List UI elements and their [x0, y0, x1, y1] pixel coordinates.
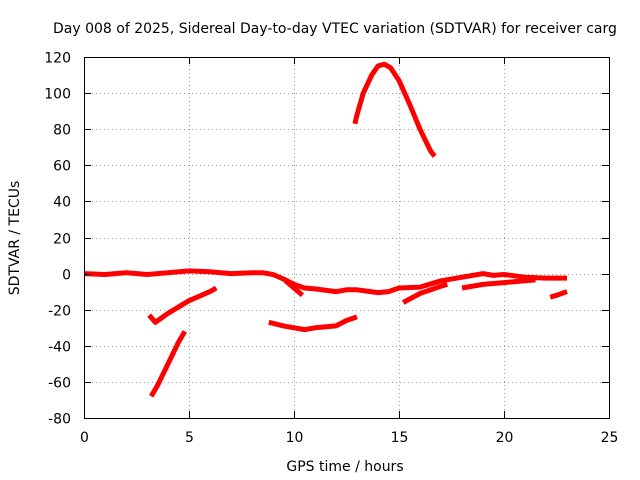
x-axis-label: GPS time / hours [286, 459, 403, 475]
series-line [268, 314, 358, 333]
data-series [83, 61, 568, 398]
y-axis-label: SDTVAR / TECUs [7, 181, 23, 296]
y-tick-label: -20 [48, 304, 71, 320]
series-line [402, 281, 448, 305]
y-tick-label: 60 [53, 159, 71, 175]
y-tick-label: -80 [48, 412, 71, 428]
series-line [461, 277, 536, 291]
x-tick-label: 25 [601, 430, 619, 446]
series-line [147, 285, 218, 325]
y-tick-label: 100 [44, 87, 71, 103]
grid [84, 57, 609, 418]
series-line [149, 330, 187, 398]
x-tick-label: 0 [80, 430, 89, 446]
x-tick-label: 15 [391, 430, 409, 446]
series-line [283, 278, 305, 298]
y-tick-label: -40 [48, 340, 71, 356]
x-tick-label: 5 [185, 430, 194, 446]
x-tick-label: 10 [286, 430, 304, 446]
series-line [352, 61, 437, 158]
x-tick-label: 20 [496, 430, 514, 446]
y-tick-label: 120 [44, 51, 71, 67]
y-tick-label: 40 [53, 195, 71, 211]
chart-title: Day 008 of 2025, Sidereal Day-to-day VTE… [53, 21, 617, 37]
series-line [549, 289, 568, 300]
axis-ticks: 0 5 10 15 20 25 -80 -60 -40 -20 0 20 40 60 80 100 120 [44, 51, 618, 447]
plot-frame [84, 57, 610, 419]
series-line [83, 268, 567, 296]
y-tick-label: -60 [48, 376, 71, 392]
y-tick-label: 20 [53, 232, 71, 248]
y-tick-label: 0 [62, 268, 71, 284]
y-tick-label: 80 [53, 123, 71, 139]
